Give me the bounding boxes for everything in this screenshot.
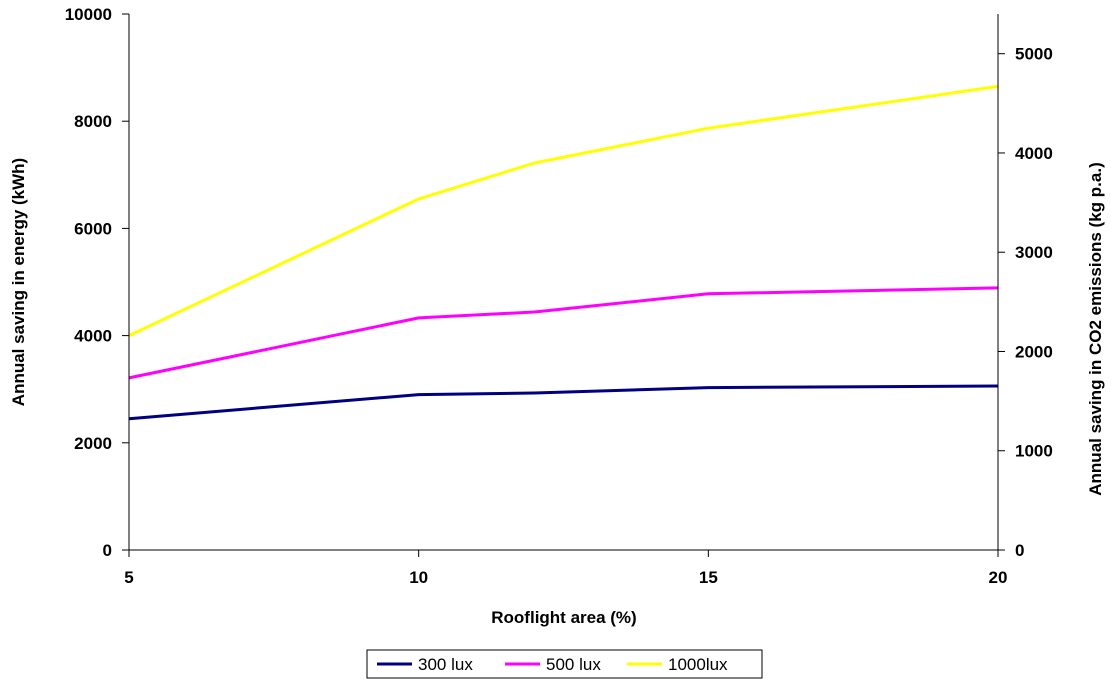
y2-tick-label: 0 [1015,541,1024,560]
y-tick-label: 8000 [74,112,112,131]
y-tick-label: 2000 [74,434,112,453]
series-layer [128,84,999,421]
y2-tick-label: 4000 [1015,144,1053,163]
y-tick-label: 0 [103,541,112,560]
x-tick-label: 15 [699,568,718,587]
x-tick-label: 20 [989,568,1008,587]
x-tick-label: 5 [124,568,133,587]
y-tick-label: 6000 [74,219,112,238]
y2-tick-label: 3000 [1015,243,1053,262]
y-tick-label: 4000 [74,327,112,346]
legend-label: 500 lux [546,655,601,674]
y2-axis-title: Annual saving in CO2 emissions (kg p.a.) [1086,162,1105,495]
y2-tick-label: 1000 [1015,442,1053,461]
series-line-1 [128,384,999,421]
y-axis-title: Annual saving in energy (kWh) [9,158,28,406]
x-axis-title: Rooflight area (%) [491,608,636,627]
series-line-3 [128,84,999,337]
y2-tick-label: 2000 [1015,342,1053,361]
legend-box [366,649,763,679]
legend-label: 1000lux [668,655,728,674]
x-tick-label: 10 [409,568,428,587]
y-tick-label: 10000 [65,5,112,24]
legend: 300 lux 500 lux 1000lux [366,649,763,679]
axes-layer: 0 2000 4000 6000 8000 10000 0 1000 2000 3000 4000 5… [65,5,1053,587]
legend-label: 300 lux [418,655,473,674]
series-line-2 [128,286,999,380]
y2-tick-label: 5000 [1015,45,1053,64]
